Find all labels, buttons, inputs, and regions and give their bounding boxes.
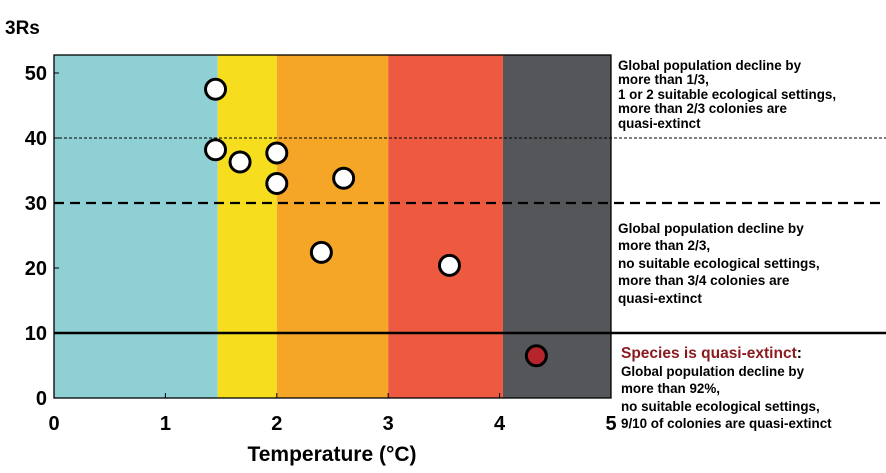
data-point-2 <box>228 150 252 174</box>
x-axis-label: Temperature (°C) <box>247 443 416 466</box>
data-point-3 <box>265 141 289 165</box>
annotation-line: 9/10 of colonies are quasi-extinct <box>621 416 832 432</box>
y-tick-label-3: 30 <box>25 193 47 215</box>
annotation-line: Global population decline by <box>618 221 804 236</box>
x-tick-label-1: 1 <box>160 413 171 435</box>
temperature-band-4 <box>502 55 611 398</box>
annotation-line: more than 3/4 colonies are <box>618 273 790 289</box>
data-point-1 <box>204 138 228 162</box>
x-tick-label-2: 2 <box>271 413 282 435</box>
annotation-line: 1 or 2 suitable ecological settings, <box>618 86 837 102</box>
y-tick-label-5: 50 <box>25 63 47 85</box>
x-axis-ticks: 0 1 2 3 4 5 <box>48 393 617 435</box>
annotation-line: quasi-extinct <box>618 115 701 131</box>
data-point-6 <box>309 240 333 264</box>
data-point-8 <box>524 344 548 368</box>
x-tick-label-5: 5 <box>605 413 616 435</box>
annotation-line: more than 2/3 colonies are <box>618 101 787 117</box>
chart-title: 3Rs <box>5 18 40 39</box>
threshold-lines <box>54 137 886 335</box>
plot-frame <box>53 54 612 399</box>
annotation-line: quasi-extinct <box>618 290 702 306</box>
y-axis-ticks: 0 10 20 30 40 50 <box>25 63 59 410</box>
y-tick-label-0: 0 <box>36 388 47 410</box>
temperature-bands <box>54 55 611 398</box>
annotation-line: more than 1/3, <box>618 72 709 88</box>
annotation-line: no suitable ecological settings, <box>621 398 820 414</box>
annotation-line: more than 2/3, <box>618 238 711 254</box>
y-tick-label-4: 40 <box>25 128 47 150</box>
x-tick-label-4: 4 <box>494 413 506 435</box>
annotation-quasi-extinct: Species is quasi-extinct: Global populat… <box>621 344 832 433</box>
temperature-band-2 <box>276 55 389 398</box>
temperature-band-1 <box>217 55 277 398</box>
annotation-moderate-risk: Global population decline by more than 1/… <box>618 58 837 131</box>
y-tick-label-1: 10 <box>25 323 47 345</box>
x-tick-label-0: 0 <box>48 413 59 435</box>
annotation-headline: Species is quasi-extinct: <box>621 345 802 362</box>
annotation-high-risk: Global population decline by more than 2/… <box>618 220 820 307</box>
data-points <box>204 77 548 368</box>
x-tick-label-3: 3 <box>383 413 394 435</box>
annotation-line: Global population decline by <box>621 364 805 379</box>
data-point-7 <box>437 253 461 277</box>
annotation-line: Global population decline by <box>618 58 802 73</box>
y-tick-label-2: 20 <box>25 258 47 280</box>
temperature-band-0 <box>54 55 218 398</box>
data-point-0 <box>204 77 228 101</box>
data-point-4 <box>265 172 289 195</box>
annotation-line: more than 92%, <box>621 381 720 397</box>
data-point-5 <box>332 166 356 190</box>
temperature-band-3 <box>388 55 503 398</box>
annotation-line: no suitable ecological settings, <box>618 255 820 271</box>
